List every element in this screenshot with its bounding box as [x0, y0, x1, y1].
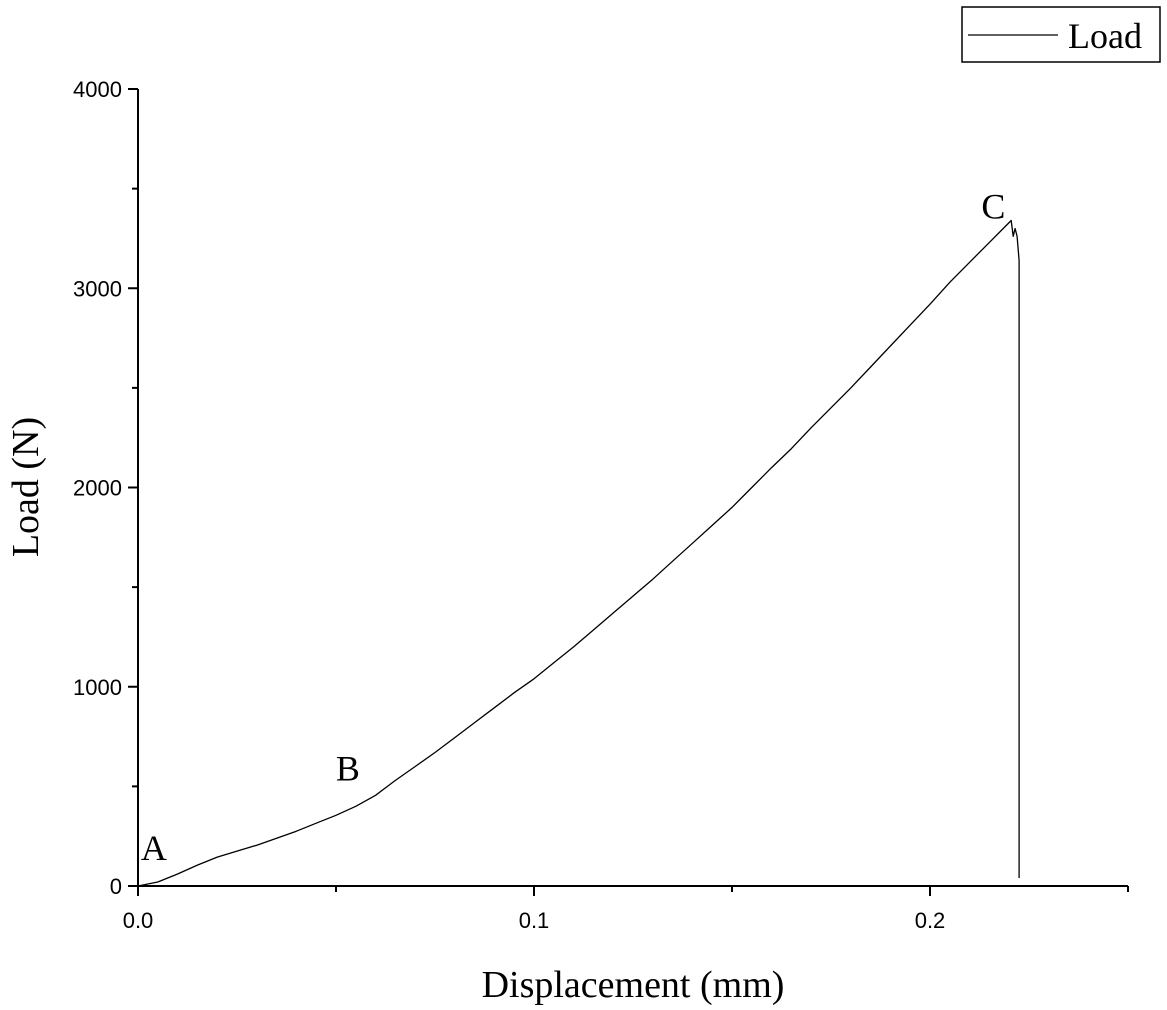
y-axis-ticks: 0 1000 2000 3000 4000: [73, 77, 138, 899]
legend: Load: [961, 6, 1161, 63]
x-tick-label: 0.1: [519, 908, 550, 933]
series-line-load: [137, 219, 1020, 887]
annotation-c: C: [981, 187, 1005, 227]
annotation-a: A: [141, 828, 167, 868]
y-tick-label: 2000: [73, 476, 122, 501]
annotation-b: B: [336, 748, 360, 788]
y-tick-label: 1000: [73, 675, 122, 700]
y-tick-label: 0: [110, 874, 122, 899]
x-axis-ticks: 0.0 0.1 0.2: [123, 886, 1129, 933]
legend-label: Load: [1068, 16, 1142, 56]
y-tick-label: 3000: [73, 276, 122, 301]
x-tick-label: 0.2: [915, 908, 946, 933]
y-axis-title: Load (N): [5, 417, 47, 557]
x-tick-label: 0.0: [123, 908, 154, 933]
point-annotations: A B C: [141, 187, 1006, 869]
y-tick-label: 4000: [73, 77, 122, 102]
x-axis-title: Displacement (mm): [482, 964, 785, 1006]
